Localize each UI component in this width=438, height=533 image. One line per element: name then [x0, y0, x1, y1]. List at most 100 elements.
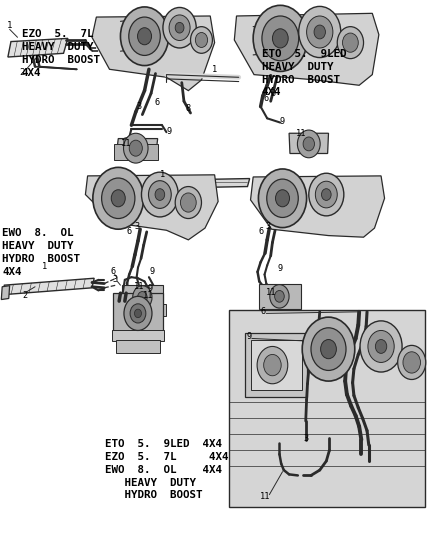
Circle shape	[124, 133, 148, 163]
Circle shape	[262, 16, 299, 61]
Bar	[245, 333, 307, 397]
Polygon shape	[8, 38, 68, 57]
Circle shape	[129, 17, 160, 55]
Text: 3: 3	[265, 222, 271, 231]
Polygon shape	[106, 179, 250, 189]
Text: 6: 6	[127, 228, 132, 236]
Text: EWO  8.  OL
HEAVY  DUTY
HYDRO  BOOST
4X4: EWO 8. OL HEAVY DUTY HYDRO BOOST 4X4	[2, 228, 80, 277]
Circle shape	[302, 317, 355, 381]
Circle shape	[257, 346, 288, 384]
Text: 11: 11	[134, 282, 145, 291]
Bar	[122, 285, 163, 310]
Circle shape	[275, 290, 284, 302]
Circle shape	[195, 33, 208, 47]
Circle shape	[360, 321, 402, 372]
Bar	[112, 330, 164, 341]
Circle shape	[270, 285, 289, 308]
Bar	[118, 304, 166, 316]
Text: 2: 2	[22, 292, 27, 300]
Text: 6: 6	[260, 308, 265, 316]
Text: 11: 11	[143, 292, 153, 300]
Circle shape	[134, 309, 141, 318]
Bar	[251, 340, 302, 390]
Circle shape	[297, 130, 320, 158]
Circle shape	[314, 25, 325, 39]
Circle shape	[315, 181, 337, 208]
Circle shape	[180, 193, 196, 212]
Text: 9: 9	[280, 117, 285, 126]
Polygon shape	[1, 286, 10, 300]
Text: ETO  5.  9LED
HEAVY  DUTY
HYDRO  BOOST
4X4: ETO 5. 9LED HEAVY DUTY HYDRO BOOST 4X4	[262, 49, 346, 98]
Polygon shape	[289, 133, 328, 154]
Bar	[116, 340, 160, 353]
Text: 9: 9	[278, 264, 283, 273]
Polygon shape	[251, 176, 385, 237]
Circle shape	[133, 286, 152, 309]
Circle shape	[343, 33, 358, 52]
Bar	[259, 284, 301, 309]
Text: 1: 1	[212, 66, 217, 74]
Text: 6: 6	[258, 228, 264, 236]
Polygon shape	[116, 139, 158, 157]
Circle shape	[253, 5, 307, 71]
Circle shape	[155, 189, 165, 200]
Circle shape	[258, 169, 307, 228]
Circle shape	[309, 173, 344, 216]
Polygon shape	[85, 175, 218, 240]
Circle shape	[267, 179, 298, 217]
Polygon shape	[234, 13, 379, 85]
Circle shape	[141, 172, 178, 217]
Circle shape	[264, 354, 281, 376]
Polygon shape	[2, 278, 94, 295]
Bar	[113, 293, 163, 333]
Text: 9: 9	[166, 127, 171, 136]
Circle shape	[398, 345, 426, 379]
Circle shape	[163, 7, 196, 48]
Text: 9: 9	[147, 285, 152, 293]
Circle shape	[299, 6, 341, 58]
Circle shape	[124, 296, 152, 330]
Bar	[229, 310, 425, 507]
Circle shape	[148, 181, 171, 208]
Text: 9: 9	[150, 268, 155, 276]
Polygon shape	[92, 16, 215, 91]
Text: 3: 3	[271, 89, 276, 98]
Text: 11: 11	[266, 288, 277, 296]
Circle shape	[403, 352, 420, 373]
Text: 9: 9	[246, 333, 251, 341]
Polygon shape	[102, 175, 112, 193]
Text: 11: 11	[121, 140, 131, 148]
Circle shape	[321, 340, 336, 359]
Text: 6: 6	[110, 268, 116, 276]
Circle shape	[129, 140, 142, 156]
Circle shape	[368, 330, 394, 362]
Text: 6: 6	[154, 98, 159, 107]
Bar	[114, 144, 158, 160]
Circle shape	[311, 328, 346, 370]
Circle shape	[307, 16, 333, 48]
Circle shape	[120, 7, 169, 66]
Circle shape	[175, 22, 184, 33]
Text: 3: 3	[134, 222, 139, 231]
Circle shape	[303, 137, 314, 151]
Circle shape	[276, 190, 290, 207]
Text: 8: 8	[186, 104, 191, 113]
Circle shape	[337, 27, 364, 59]
Text: ETO  5.  9LED  4X4
EZO  5.  7L     4X4
EWO  8.  OL    4X4
   HEAVY  DUTY
   HYDR: ETO 5. 9LED 4X4 EZO 5. 7L 4X4 EWO 8. OL …	[105, 439, 229, 500]
Circle shape	[375, 340, 387, 353]
Circle shape	[169, 15, 190, 41]
Text: 1: 1	[42, 262, 47, 271]
Circle shape	[321, 189, 331, 200]
Text: 1: 1	[159, 171, 165, 179]
Text: 3: 3	[137, 102, 142, 111]
Text: 6: 6	[264, 94, 269, 103]
Text: EZO  5.  7L
HEAVY  DUTY
HYDRO  BOOST
4X4: EZO 5. 7L HEAVY DUTY HYDRO BOOST 4X4	[22, 29, 100, 78]
Circle shape	[102, 178, 135, 219]
Text: 3: 3	[304, 434, 309, 442]
Text: 3: 3	[112, 276, 117, 284]
Circle shape	[111, 190, 125, 207]
Circle shape	[93, 167, 144, 229]
Circle shape	[138, 292, 147, 303]
Text: 2: 2	[19, 68, 25, 77]
Circle shape	[272, 29, 288, 48]
